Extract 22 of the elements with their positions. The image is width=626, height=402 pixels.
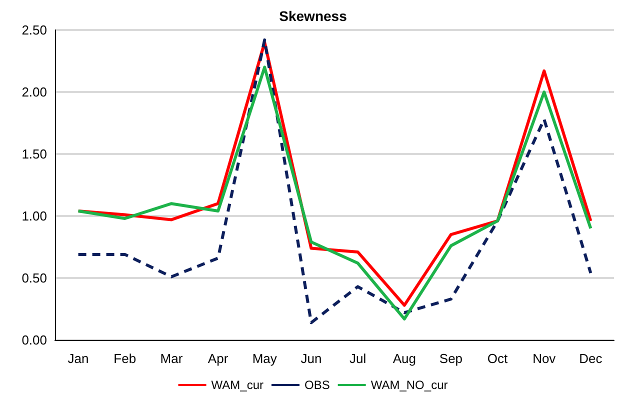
y-tick-label: 0.50 [22,270,47,286]
y-tick-label: 0.00 [22,332,47,348]
y-tick-label: 2.50 [22,22,47,38]
y-tick-label: 1.00 [22,208,47,224]
x-tick-label: Aug [392,351,416,366]
chart-title: Skewness [279,8,348,24]
legend-label: WAM_cur [211,378,264,392]
y-tick-label: 1.50 [22,146,47,162]
x-tick-label: Nov [532,351,556,366]
x-tick-label: Sep [439,351,463,366]
x-tick-label: Jul [349,351,366,366]
x-tick-label: May [252,351,278,366]
x-tick-label: Jun [300,351,322,366]
x-tick-label: Oct [487,351,508,366]
legend-label: WAM_NO_cur [370,378,448,392]
x-tick-label: Apr [208,351,229,366]
x-tick-label: Mar [160,351,184,366]
x-tick-label: Dec [579,351,603,366]
legend-label: OBS [304,378,330,392]
y-tick-label: 2.00 [22,84,47,100]
x-tick-label: Jan [68,351,89,366]
x-tick-label: Feb [114,351,136,366]
